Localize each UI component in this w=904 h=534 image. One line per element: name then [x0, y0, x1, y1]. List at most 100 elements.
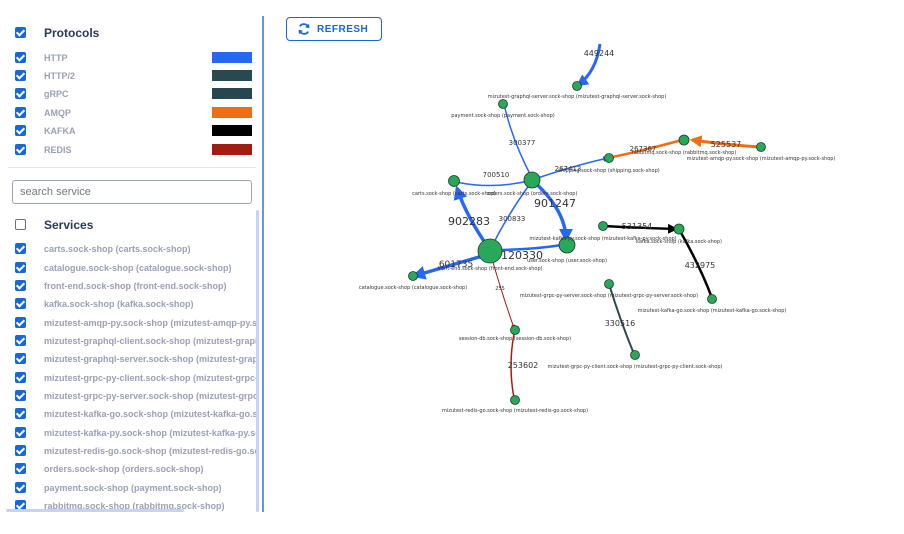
graph-edge[interactable]	[503, 103, 533, 179]
service-checkbox[interactable]	[15, 243, 26, 254]
graph-node[interactable]	[673, 223, 685, 235]
graph-node[interactable]	[558, 236, 576, 254]
protocols-select-all-checkbox[interactable]	[15, 27, 26, 38]
protocol-color-swatch	[212, 52, 252, 63]
service-label: mizutest-grpc-py-client.sock-shop (mizut…	[44, 373, 258, 383]
service-label: carts.sock-shop (carts.sock-shop)	[44, 244, 191, 254]
service-checkbox[interactable]	[15, 298, 26, 309]
graph-node[interactable]	[604, 153, 614, 163]
graph-node-label: mizutest-kafka-py.sock-shop (mizutest-ka…	[529, 236, 676, 242]
graph-node[interactable]	[448, 175, 460, 187]
service-checkbox[interactable]	[15, 280, 26, 291]
graph-node-label: orders.sock-shop (orders.sock-shop)	[487, 191, 578, 197]
graph-edge[interactable]	[510, 333, 515, 399]
services-select-all-checkbox[interactable]	[15, 219, 26, 230]
graph-edge-label: 300377	[509, 139, 536, 147]
search-service-input[interactable]	[12, 180, 252, 204]
protocol-http2-checkbox[interactable]	[15, 70, 26, 81]
service-checkbox[interactable]	[15, 408, 26, 419]
graph-node[interactable]	[604, 279, 614, 289]
graph-edge-label: 601735	[439, 260, 473, 270]
graph-node-label: carts.sock-shop (carts.sock-shop)	[412, 191, 496, 197]
graph-node-label: rabbitmq.sock-shop (rabbitmq.sock-shop)	[632, 150, 737, 156]
graph-edge-label: 525537	[711, 140, 742, 149]
service-checkbox[interactable]	[15, 463, 26, 474]
graph-edge[interactable]	[689, 135, 761, 149]
graph-node[interactable]	[523, 171, 541, 189]
graph-node[interactable]	[510, 325, 520, 335]
protocol-kafka-checkbox[interactable]	[15, 125, 26, 136]
panel-divider[interactable]	[262, 16, 264, 512]
graph-node-label: mizutest-grpc-py-client.sock-shop (mizut…	[548, 364, 723, 370]
graph-node-label: kafka.sock-shop (kafka.sock-shop)	[636, 239, 722, 245]
service-checkbox[interactable]	[15, 317, 26, 328]
protocol-color-swatch	[212, 88, 252, 99]
graph-edge[interactable]	[530, 178, 573, 243]
graph-node-label: catalogue.sock-shop (catalogue.sock-shop…	[359, 285, 467, 291]
graph-edge[interactable]	[455, 179, 533, 187]
service-label: kafka.sock-shop (kafka.sock-shop)	[44, 299, 194, 309]
graph-node[interactable]	[756, 142, 766, 152]
graph-node[interactable]	[678, 134, 690, 146]
service-label: mizutest-grpc-py-server.sock-shop (mizut…	[44, 391, 258, 401]
graph-edge[interactable]	[678, 230, 714, 299]
refresh-button-label: REFRESH	[317, 23, 369, 35]
graph-node-label: mizutest-amqp-py.sock-shop (mizutest-amq…	[687, 156, 836, 162]
graph-node[interactable]	[707, 294, 717, 304]
service-checkbox[interactable]	[15, 482, 26, 493]
graph-edge[interactable]	[576, 43, 602, 87]
graph-node-label: mizutest-grpc-py-server.sock-shop (mizut…	[520, 293, 698, 299]
service-label: mizutest-redis-go.sock-shop (mizutest-re…	[44, 446, 258, 456]
graph-edge-label: 901247	[534, 197, 576, 210]
graph-node[interactable]	[598, 221, 608, 231]
protocol-color-swatch	[212, 70, 252, 81]
graph-node-label: payment.sock-shop (payment.sock-shop)	[451, 113, 555, 119]
service-checkbox[interactable]	[15, 427, 26, 438]
graph-edge-label: 700510	[483, 171, 510, 179]
graph-edge-label: 300833	[499, 215, 526, 223]
service-map-graph[interactable]: mizutest-graphql-server.sock-shop (mizut…	[266, 0, 904, 534]
graph-edge-label: 449244	[584, 49, 615, 58]
protocol-grpc-checkbox[interactable]	[15, 88, 26, 99]
sidebar: Protocols HTTP HTTP/2 gRPC AMQP KAFKA RE…	[0, 0, 262, 512]
graph-edge[interactable]	[607, 138, 683, 160]
graph-edge[interactable]	[411, 253, 487, 280]
graph-node[interactable]	[510, 395, 520, 405]
graph-edge-label: 267367	[630, 145, 657, 153]
protocol-redis-checkbox[interactable]	[15, 144, 26, 155]
refresh-button[interactable]: REFRESH	[286, 17, 382, 41]
protocol-label: REDIS	[44, 145, 72, 155]
protocol-amqp-checkbox[interactable]	[15, 107, 26, 118]
graph-node[interactable]	[408, 271, 418, 281]
graph-node[interactable]	[498, 99, 508, 109]
graph-node[interactable]	[572, 81, 582, 91]
service-checkbox[interactable]	[15, 372, 26, 383]
protocol-color-swatch	[212, 144, 252, 155]
graph-node[interactable]	[477, 238, 503, 264]
service-checkbox[interactable]	[15, 445, 26, 456]
graph-node-label: mizutest-kafka-go.sock-shop (mizutest-ka…	[638, 308, 787, 314]
services-vertical-scrollbar[interactable]	[256, 210, 259, 512]
service-label: front-end.sock-shop (front-end.sock-shop…	[44, 281, 227, 291]
protocol-label: KAFKA	[44, 126, 76, 136]
graph-edge[interactable]	[608, 283, 635, 355]
services-horizontal-scrollbar[interactable]	[6, 509, 184, 512]
service-checkbox[interactable]	[15, 390, 26, 401]
protocol-http-checkbox[interactable]	[15, 52, 26, 63]
protocol-label: HTTP	[44, 53, 68, 63]
service-checkbox[interactable]	[15, 353, 26, 364]
graph-edge-label: 267413	[555, 165, 582, 173]
graph-edge-label: 330516	[605, 319, 636, 328]
graph-node-label: mizutest-redis-go.sock-shop (mizutest-re…	[442, 408, 588, 414]
service-label: payment.sock-shop (payment.sock-shop)	[44, 483, 222, 493]
service-checkbox[interactable]	[15, 262, 26, 273]
service-checkbox[interactable]	[15, 500, 26, 511]
graph-edge[interactable]	[603, 223, 678, 234]
service-checkbox[interactable]	[15, 335, 26, 346]
graph-node[interactable]	[630, 350, 640, 360]
graph-node-label: shipping.sock-shop (shipping.sock-shop)	[558, 168, 659, 174]
service-label: rabbitmq.sock-shop (rabbitmq.sock-shop)	[44, 501, 225, 511]
service-label: mizutest-graphql-client.sock-shop (mizut…	[44, 336, 258, 346]
protocols-header: Protocols	[44, 26, 100, 40]
graph-node-label: user.sock-shop (user.sock-shop)	[527, 258, 607, 264]
